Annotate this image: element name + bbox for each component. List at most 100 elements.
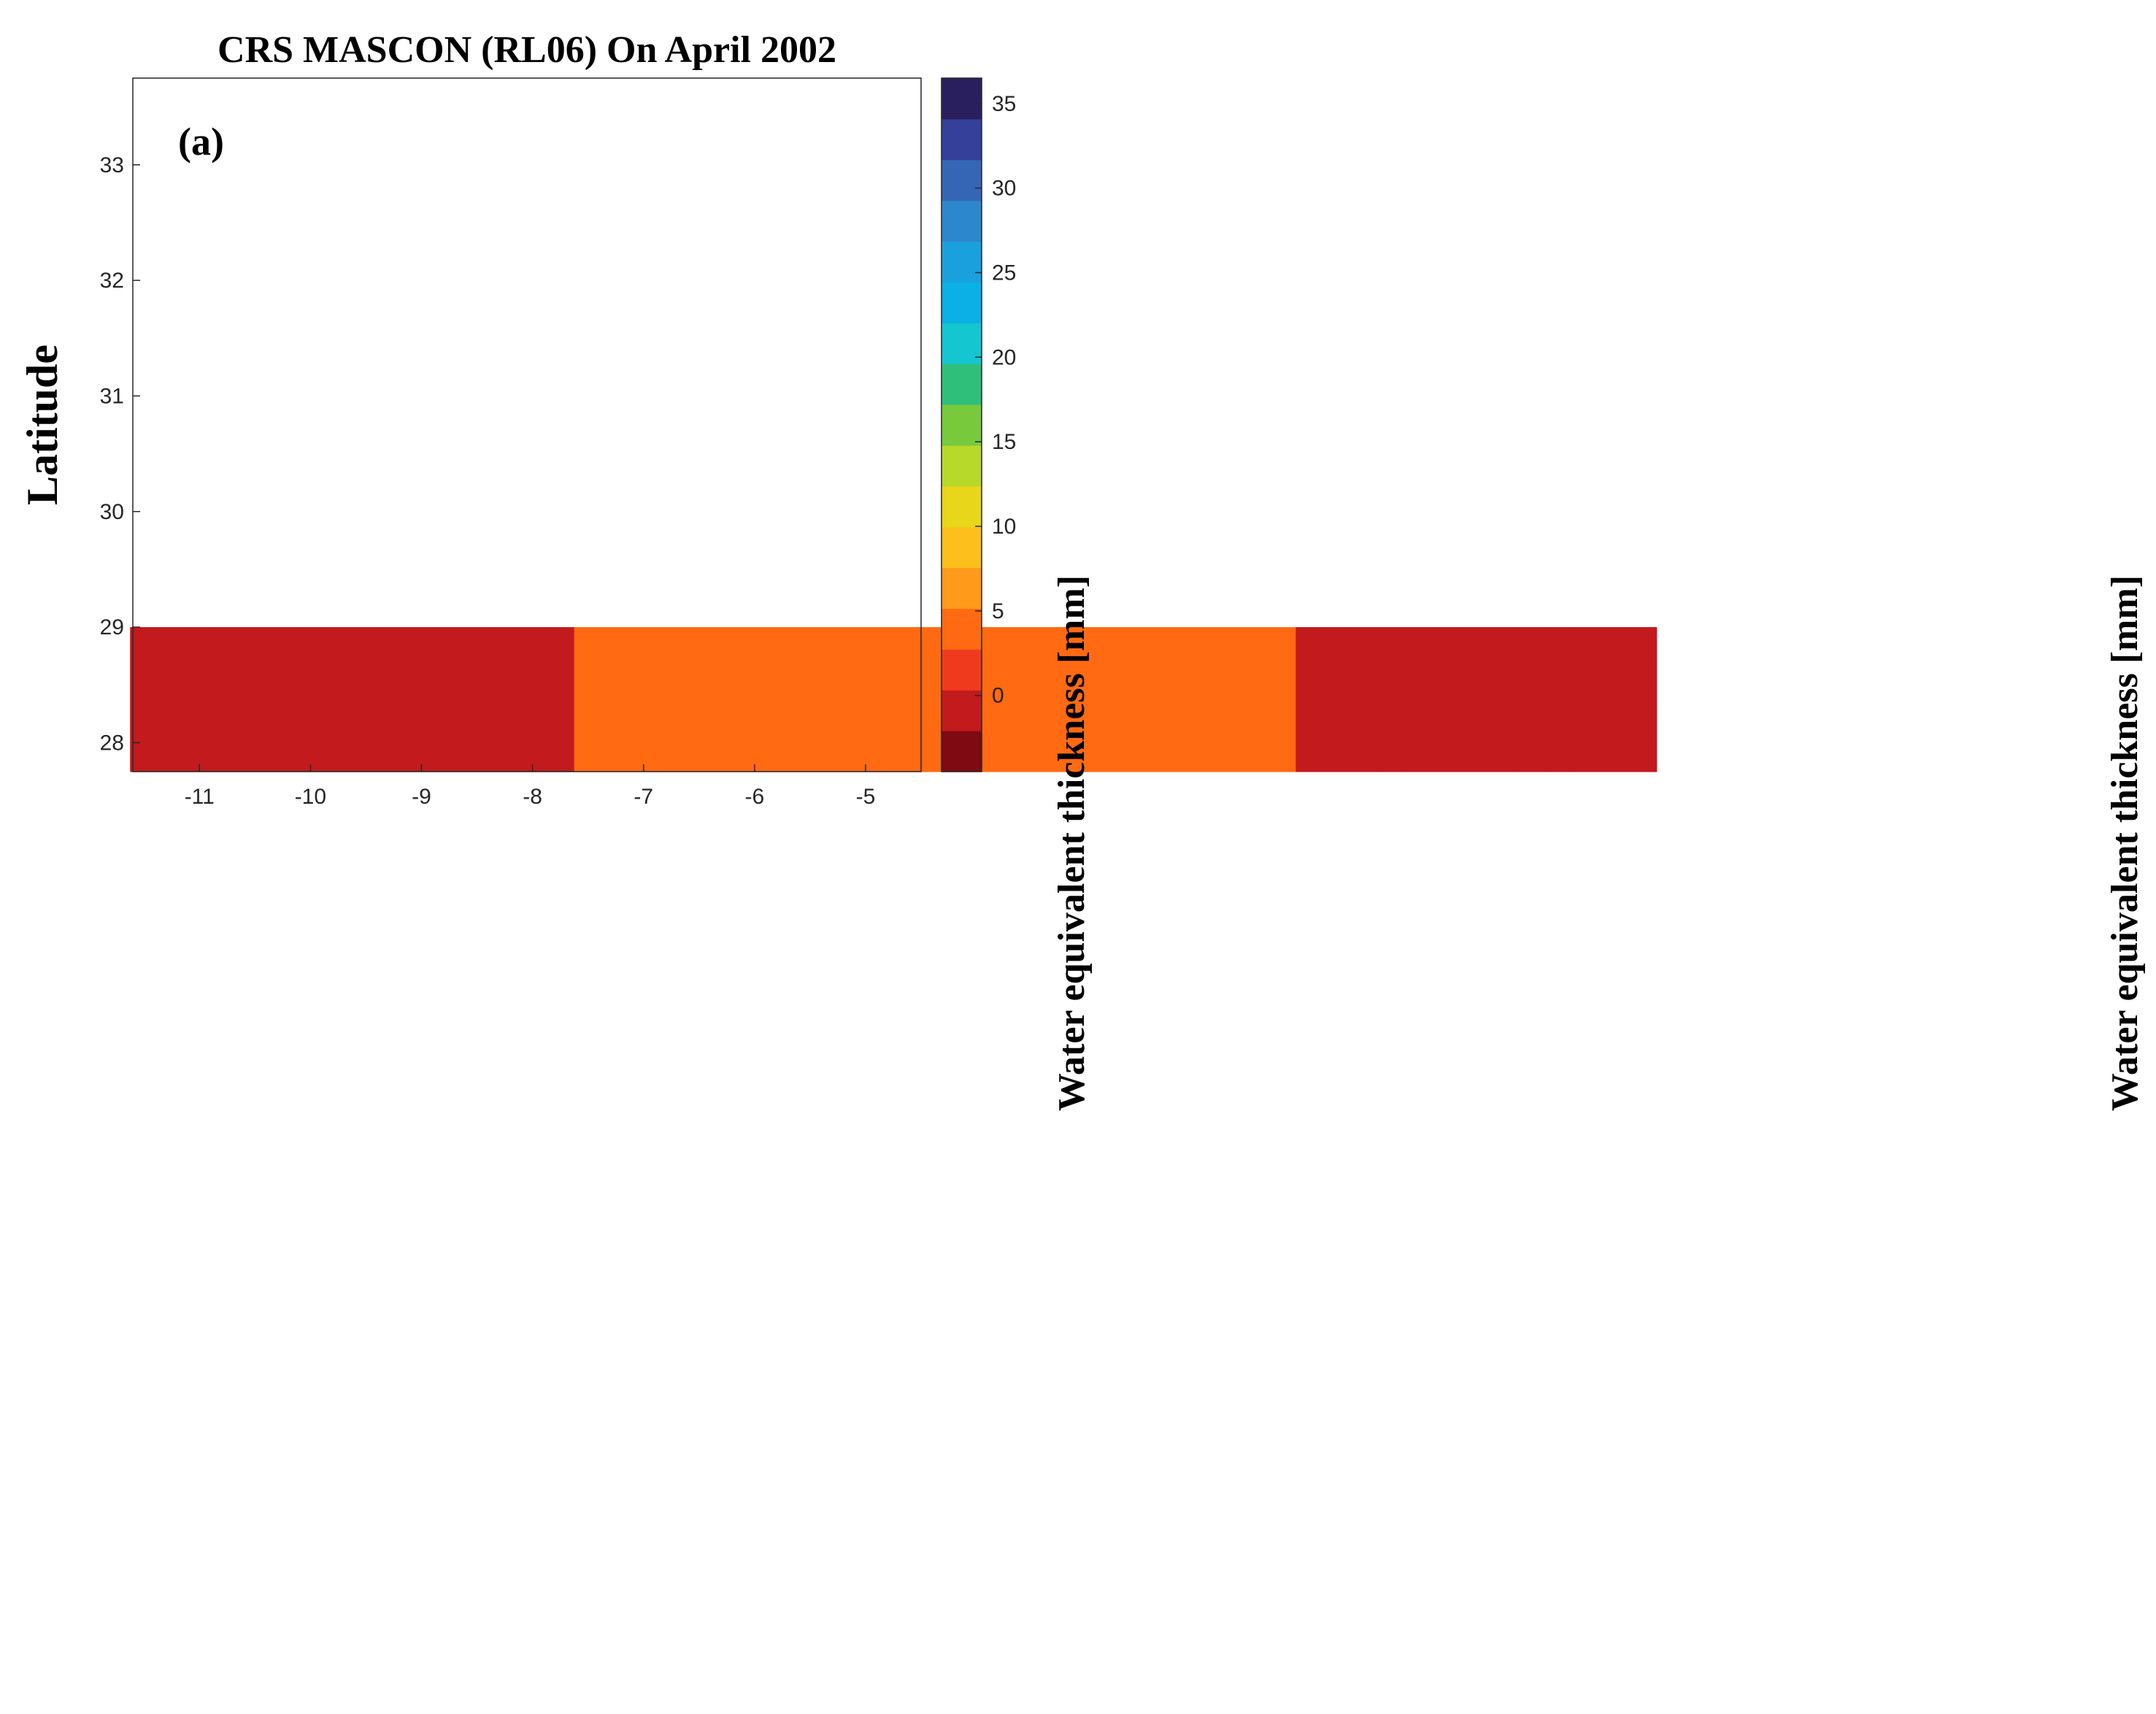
heatmap-cell bbox=[1129, 627, 1158, 657]
heatmap-cell bbox=[1101, 627, 1130, 657]
heatmap-cell bbox=[657, 656, 686, 685]
panel-a bbox=[130, 77, 1658, 772]
heatmap-cell bbox=[546, 656, 575, 685]
heatmap-cell bbox=[1406, 742, 1436, 772]
colorbar-tick-label: 25 bbox=[992, 261, 1016, 285]
colorbar-title: Water equivalent thickness [mm] bbox=[2104, 575, 2146, 1111]
heatmap-cell bbox=[823, 713, 852, 744]
heatmap-cell bbox=[1379, 656, 1408, 685]
heatmap-cell bbox=[1628, 713, 1658, 744]
heatmap-cell bbox=[601, 685, 631, 715]
y-tick-label: 31 bbox=[100, 384, 124, 408]
heatmap-cell bbox=[1462, 742, 1491, 772]
heatmap-cell bbox=[185, 685, 214, 715]
heatmap-cell bbox=[241, 656, 269, 685]
colorbar-segment bbox=[942, 649, 982, 691]
heatmap-cell bbox=[1379, 685, 1408, 715]
heatmap-cell bbox=[1545, 742, 1574, 772]
heatmap-cell bbox=[1046, 627, 1074, 657]
heatmap-cell bbox=[1212, 685, 1241, 715]
heatmap-cell bbox=[1490, 742, 1519, 772]
heatmap-cell bbox=[1074, 656, 1102, 685]
heatmap-cell bbox=[574, 656, 603, 685]
heatmap-cell bbox=[1545, 627, 1574, 657]
heatmap-cell bbox=[158, 742, 186, 772]
heatmap-cell bbox=[1351, 713, 1380, 744]
heatmap-cell bbox=[1074, 627, 1102, 657]
x-tick-label: -7 bbox=[634, 785, 653, 809]
heatmap-cell bbox=[768, 656, 797, 685]
colorbar-tick-label: 15 bbox=[992, 430, 1016, 454]
heatmap-cell bbox=[1212, 627, 1241, 657]
colorbar-segment bbox=[942, 445, 982, 487]
heatmap-cell bbox=[518, 627, 547, 657]
heatmap-cell bbox=[1157, 742, 1185, 772]
heatmap-cell bbox=[1545, 685, 1574, 715]
heatmap-cell bbox=[1434, 656, 1463, 685]
heatmap-cell bbox=[407, 685, 436, 715]
heatmap-cell bbox=[879, 713, 908, 744]
heatmap-cell bbox=[1129, 685, 1158, 715]
heatmap-cell bbox=[823, 627, 852, 657]
heatmap-cell bbox=[352, 713, 381, 744]
colorbar bbox=[941, 77, 982, 772]
heatmap-cell bbox=[1240, 742, 1268, 772]
heatmap-cell bbox=[130, 627, 158, 657]
heatmap-cell bbox=[352, 742, 381, 772]
heatmap-cell bbox=[1573, 627, 1602, 657]
heatmap-cell bbox=[296, 656, 325, 685]
heatmap-cell bbox=[463, 685, 492, 715]
colorbar-segment bbox=[942, 526, 982, 569]
heatmap-cell bbox=[380, 713, 409, 744]
heatmap-cell bbox=[158, 685, 186, 715]
heatmap-cell bbox=[1185, 656, 1213, 685]
heatmap-cell bbox=[1434, 742, 1463, 772]
heatmap-cell bbox=[1517, 627, 1547, 657]
heatmap-cell bbox=[269, 742, 297, 772]
heatmap-cell bbox=[213, 713, 242, 744]
heatmap-cell bbox=[241, 685, 269, 715]
colorbar-segment bbox=[942, 485, 982, 528]
heatmap-cell bbox=[1157, 713, 1185, 744]
heatmap-cell bbox=[1212, 742, 1241, 772]
heatmap-cell bbox=[518, 656, 547, 685]
heatmap-cell bbox=[1157, 627, 1185, 657]
colorbar-tick-label: 0 bbox=[992, 684, 1004, 708]
x-tick-label: -6 bbox=[744, 785, 764, 809]
heatmap-cell bbox=[1295, 685, 1325, 715]
heatmap-cell bbox=[574, 713, 603, 744]
x-tick-label: -11 bbox=[185, 785, 215, 809]
colorbar-segment bbox=[942, 731, 982, 772]
heatmap-cell bbox=[1185, 627, 1213, 657]
heatmap-cell bbox=[1490, 627, 1519, 657]
heatmap-cell bbox=[435, 742, 464, 772]
heatmap-cell bbox=[130, 742, 158, 772]
heatmap-cell bbox=[380, 627, 409, 657]
colorbar-segment bbox=[942, 364, 982, 405]
heatmap-cell bbox=[1240, 656, 1268, 685]
heatmap-cell bbox=[1268, 627, 1296, 657]
heatmap-cell bbox=[601, 627, 631, 657]
heatmap-cell bbox=[1268, 656, 1296, 685]
heatmap-cell bbox=[1101, 742, 1130, 772]
heatmap-cell bbox=[657, 685, 686, 715]
heatmap-cell bbox=[629, 627, 658, 657]
heatmap-cell bbox=[1601, 713, 1630, 744]
heatmap-cell bbox=[990, 713, 1019, 744]
heatmap-cell bbox=[1351, 627, 1380, 657]
heatmap-cell bbox=[1406, 627, 1436, 657]
heatmap-cell bbox=[768, 713, 797, 744]
heatmap-cell bbox=[1295, 627, 1325, 657]
heatmap-cell bbox=[990, 627, 1019, 657]
colorbar-title: Water equivalent thickness [mm] bbox=[1051, 575, 1093, 1111]
x-tick-label: -9 bbox=[412, 785, 431, 809]
colorbar-segment bbox=[942, 159, 982, 201]
heatmap-cell bbox=[1323, 713, 1352, 744]
heatmap-cell bbox=[130, 713, 158, 744]
heatmap-cell bbox=[685, 627, 714, 657]
heatmap-cell bbox=[1295, 713, 1325, 744]
heatmap-cell bbox=[518, 685, 547, 715]
heatmap-cell bbox=[490, 742, 520, 772]
heatmap-cell bbox=[1351, 742, 1380, 772]
colorbar-segment bbox=[942, 404, 982, 446]
